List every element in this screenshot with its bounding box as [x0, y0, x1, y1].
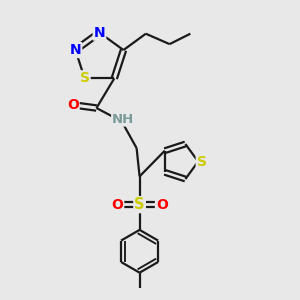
Text: O: O — [156, 198, 168, 212]
Text: O: O — [67, 98, 79, 112]
Text: N: N — [94, 26, 105, 40]
Text: S: S — [134, 197, 145, 212]
Text: O: O — [111, 198, 123, 212]
Text: S: S — [80, 71, 90, 85]
Text: N: N — [70, 43, 81, 57]
Text: S: S — [197, 154, 207, 169]
Text: NH: NH — [112, 112, 134, 125]
